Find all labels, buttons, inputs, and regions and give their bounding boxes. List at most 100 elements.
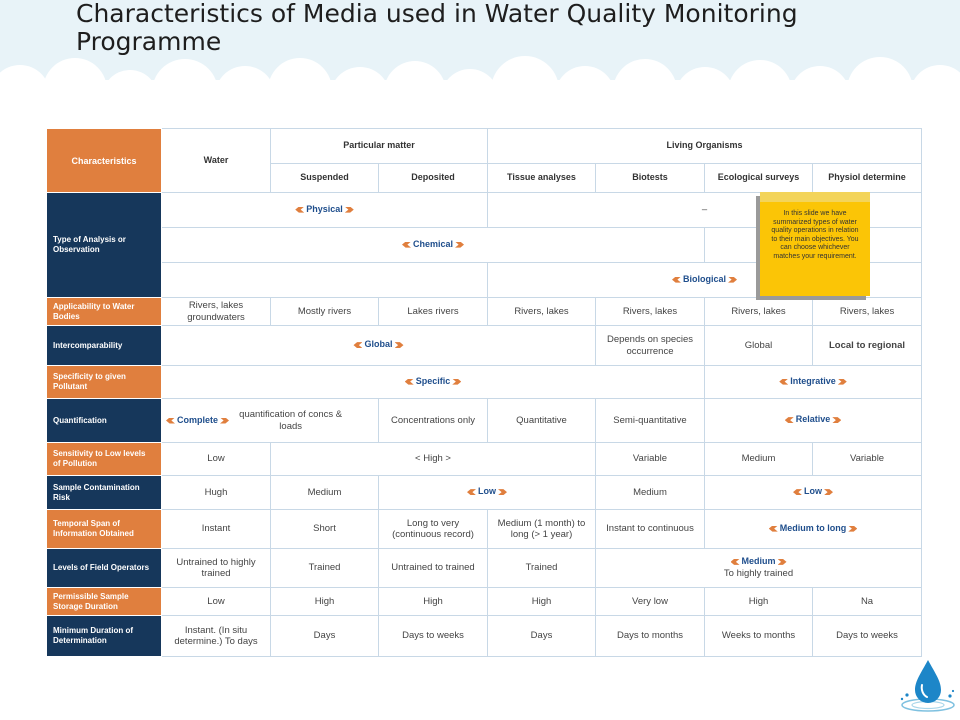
arrowhead-icon: [672, 276, 681, 283]
cell-relative: Relative: [703, 398, 923, 443]
table-row: Minimum Duration of Determination Instan…: [46, 615, 923, 657]
row-label-applicability: Applicability to Water Bodies: [46, 297, 162, 326]
range-arrow: Medium: [730, 556, 787, 568]
arrowhead-icon: [353, 342, 363, 349]
cell-global: Global: [161, 325, 596, 366]
sticky-note-text: In this slide we have summarized types o…: [771, 210, 859, 260]
arrowhead-icon: [498, 489, 507, 496]
table-cell: Low: [161, 587, 271, 616]
row-label-temporal: Temporal Span of Information Obtained: [46, 509, 162, 549]
table-cell: High: [378, 587, 488, 616]
range-arrow: Integrative: [779, 376, 847, 388]
row-label-contamination: Sample Contamination Risk: [46, 475, 162, 510]
header-suspended: Suspended: [270, 163, 379, 193]
cell-biological-empty: [161, 262, 488, 298]
highly-trained-text: To highly trained: [723, 568, 794, 580]
range-arrow: Specific: [404, 376, 462, 388]
table-cell: Na: [811, 587, 923, 616]
cell-physical: Physical: [161, 192, 488, 228]
table-cell: Local to regional: [811, 325, 923, 366]
header-biotests: Biotests: [595, 163, 705, 193]
cell-medium-trained: Medium To highly trained: [594, 548, 923, 588]
table-row: Levels of Field Operators Untrained to h…: [46, 548, 923, 588]
table-row: Permissible Sample Storage Duration Low …: [46, 587, 923, 616]
table-cell: Concentrations only: [378, 398, 488, 443]
arrowhead-icon: [768, 525, 778, 532]
table-cell: Days: [270, 615, 379, 657]
table-row: Sensitivity to Low levels of Pollution L…: [46, 442, 923, 476]
header-tissue-analyses: Tissue analyses: [487, 163, 596, 193]
arrowhead-icon: [793, 489, 803, 496]
table-row: Specificity to given Pollutant Specific …: [46, 365, 923, 399]
arrowhead-icon: [166, 417, 175, 424]
table-cell: Rivers, lakes: [704, 297, 813, 326]
arrowhead-icon: [295, 206, 305, 213]
table-cell: Medium: [595, 475, 705, 510]
cell-complete: Complete quantification of concs & loads: [161, 398, 379, 443]
table-cell: Days to months: [595, 615, 705, 657]
range-arrow: Biological: [672, 274, 738, 286]
arrowhead-icon: [404, 378, 414, 385]
table-cell: Instant: [161, 509, 271, 549]
table-header-row: Characteristics Water Particular matter …: [46, 128, 923, 193]
table-cell: Weeks to months: [704, 615, 813, 657]
range-arrow: Physical: [295, 204, 354, 216]
table-cell: Hugh: [161, 475, 271, 510]
header-ecological-surveys: Ecological surveys: [704, 163, 813, 193]
arrowhead-icon: [220, 417, 230, 424]
arrowhead-icon: [832, 417, 842, 424]
arrowhead-icon: [452, 378, 462, 385]
table-cell: High: [270, 587, 379, 616]
row-label-storage: Permissible Sample Storage Duration: [46, 587, 162, 616]
row-label-type-analysis: Type of Analysis or Observation: [46, 192, 162, 298]
table-cell: Rivers, lakes: [487, 297, 596, 326]
header-particular-matter: Particular matter: [270, 128, 488, 164]
range-arrow: Complete: [166, 415, 230, 427]
table-row: Applicability to Water Bodies Rivers, la…: [46, 297, 923, 326]
cell-integrative: Integrative: [703, 365, 923, 399]
table-cell: Untrained to highly trained: [161, 548, 271, 588]
header-living-organisms: Living Organisms: [486, 128, 923, 164]
row-label-intercomparability: Intercomparability: [46, 325, 162, 366]
range-arrow: Relative: [784, 414, 842, 426]
row-label-duration: Minimum Duration of Determination: [46, 615, 162, 657]
range-arrow: Chemical: [401, 239, 465, 251]
sticky-note-tape: [760, 192, 870, 202]
arrowhead-icon: [777, 558, 787, 565]
range-arrow: Low: [793, 486, 834, 498]
table-row: Intercomparability Global Depends on spe…: [46, 325, 923, 366]
table-cell: High: [487, 587, 596, 616]
table-cell: Instant. (In situ determine.) To days: [161, 615, 271, 657]
table-cell: Days to weeks: [378, 615, 488, 657]
arrowhead-icon: [401, 241, 411, 248]
arrowhead-icon: [824, 489, 834, 496]
table-cell: High: [704, 587, 813, 616]
arrowhead-icon: [837, 378, 847, 385]
table-cell: Medium (1 month) to long (> 1 year): [487, 509, 596, 549]
header-physiol-determine: Physiol determine: [811, 163, 923, 193]
cell-low: Low: [703, 475, 923, 510]
table-cell: Mostly rivers: [270, 297, 379, 326]
header-deposited: Deposited: [378, 163, 488, 193]
page-title: Characteristics of Media used in Water Q…: [76, 0, 798, 56]
cell-chemical: Chemical: [161, 227, 705, 263]
header-water: Water: [161, 128, 271, 193]
arrowhead-icon: [779, 378, 789, 385]
table-row: Sample Contamination Risk Hugh Medium Lo…: [46, 475, 923, 510]
range-arrow: Medium to long: [768, 523, 858, 535]
table-cell: Instant to continuous: [595, 509, 705, 549]
arrowhead-icon: [730, 558, 740, 565]
table-cell: Rivers, lakes groundwaters: [161, 297, 271, 326]
table-cell: Long to very (continuous record): [378, 509, 488, 549]
table-cell: < High >: [270, 442, 596, 476]
sticky-note: In this slide we have summarized types o…: [760, 192, 870, 296]
cell-low: Low: [378, 475, 596, 510]
table-cell: Short: [270, 509, 379, 549]
header-characteristics: Characteristics: [46, 128, 162, 193]
table-row: Temporal Span of Information Obtained In…: [46, 509, 923, 549]
row-label-specificity: Specificity to given Pollutant: [46, 365, 162, 399]
table-cell: Quantitative: [487, 398, 596, 443]
range-arrow: Low: [467, 486, 507, 498]
table-cell: Very low: [595, 587, 705, 616]
table-cell: Trained: [487, 548, 596, 588]
